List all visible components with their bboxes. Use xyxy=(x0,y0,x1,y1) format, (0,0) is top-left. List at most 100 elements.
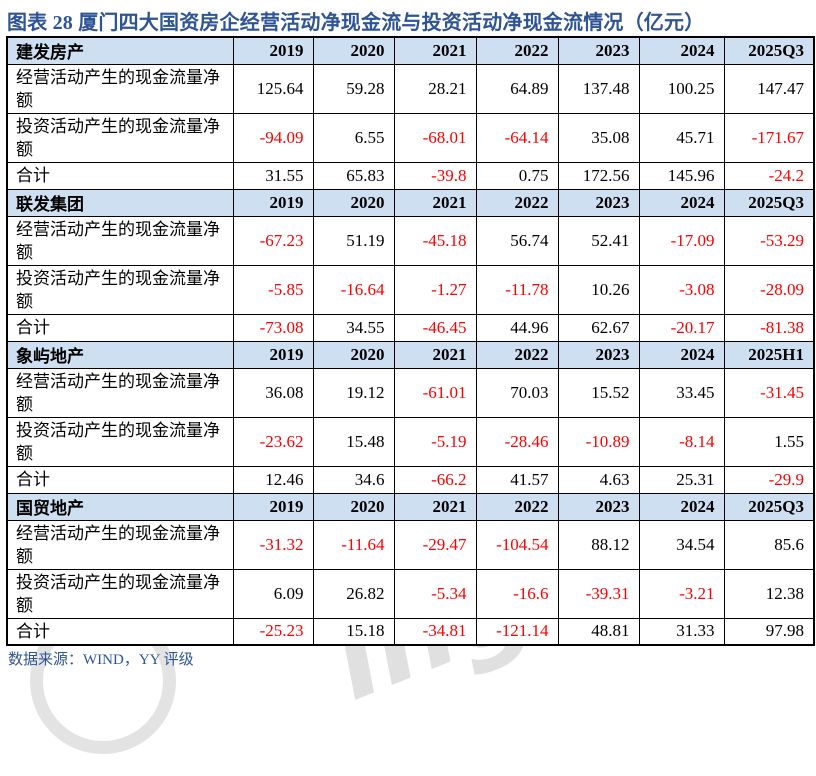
value-cell: -17.09 xyxy=(638,215,725,266)
value-cell: -171.67 xyxy=(723,112,815,163)
cashflow-data-row: 经营活动产生的现金流量净额 -67.23 51.19 -45.18 56.74 52.41… xyxy=(6,215,815,266)
value-cell: 137.48 xyxy=(557,63,640,114)
row-label-cell: 合计 xyxy=(6,161,234,190)
year-header-cell: 2023 xyxy=(557,188,640,217)
value-cell: 0.75 xyxy=(475,161,559,190)
value-cell: -28.46 xyxy=(475,416,559,467)
value-cell: -46.45 xyxy=(393,313,477,342)
value-cell: -29.9 xyxy=(723,465,815,494)
value-cell: 52.41 xyxy=(557,215,640,266)
value-cell: -31.32 xyxy=(232,519,314,570)
cashflow-data-row: 投资活动产生的现金流量净额 -23.62 15.48 -5.19 -28.46 -10.8… xyxy=(6,416,815,467)
row-label-cell: 投资活动产生的现金流量净额 xyxy=(6,416,234,467)
section-header-row: 联发集团 2019 2020 2021 2022 2023 2024 2025Q3 xyxy=(6,188,815,217)
year-header-cell: 2021 xyxy=(393,36,477,65)
row-label-cell: 合计 xyxy=(6,313,234,342)
value-cell: -11.78 xyxy=(475,264,559,315)
value-cell: 62.67 xyxy=(557,313,640,342)
year-header-cell: 2023 xyxy=(557,340,640,369)
year-header-cell: 2025H1 xyxy=(723,340,815,369)
year-header-cell: 2024 xyxy=(638,188,725,217)
cashflow-data-row: 投资活动产生的现金流量净额 -94.09 6.55 -68.01 -64.14 35.08… xyxy=(6,112,815,163)
year-header-cell: 2025Q3 xyxy=(723,36,815,65)
year-header-cell: 2023 xyxy=(557,36,640,65)
value-cell: 44.96 xyxy=(475,313,559,342)
value-cell: -39.31 xyxy=(557,568,640,619)
year-header-cell: 2024 xyxy=(638,340,725,369)
value-cell: -16.6 xyxy=(475,568,559,619)
year-header-cell: 2020 xyxy=(312,492,395,521)
value-cell: 64.89 xyxy=(475,63,559,114)
year-header-cell: 2020 xyxy=(312,36,395,65)
value-cell: 12.38 xyxy=(723,568,815,619)
company-name-cell: 象屿地产 xyxy=(6,340,234,369)
value-cell: -68.01 xyxy=(393,112,477,163)
value-cell: -34.81 xyxy=(393,617,477,646)
value-cell: -66.2 xyxy=(393,465,477,494)
figure-title: 图表 28 厦门四大国资房企经营活动净现金流与投资活动净现金流情况（亿元） xyxy=(7,12,705,34)
value-cell: 145.96 xyxy=(638,161,725,190)
cashflow-data-row: 投资活动产生的现金流量净额 -5.85 -16.64 -1.27 -11.78 10.26… xyxy=(6,264,815,315)
year-header-cell: 2022 xyxy=(475,36,559,65)
year-header-cell: 2022 xyxy=(475,340,559,369)
year-header-cell: 2020 xyxy=(312,340,395,369)
row-label-cell: 投资活动产生的现金流量净额 xyxy=(6,264,234,315)
value-cell: -61.01 xyxy=(393,367,477,418)
value-cell: 19.12 xyxy=(312,367,395,418)
year-header-cell: 2021 xyxy=(393,492,477,521)
value-cell: -104.54 xyxy=(475,519,559,570)
value-cell: 70.03 xyxy=(475,367,559,418)
cashflow-table: 建发房产 2019 2020 2021 2022 2023 2024 2025Q3 经营活动产生… xyxy=(6,36,815,646)
year-header-cell: 2019 xyxy=(232,340,314,369)
value-cell: 41.57 xyxy=(475,465,559,494)
value-cell: 4.63 xyxy=(557,465,640,494)
cashflow-data-row: 经营活动产生的现金流量净额 36.08 19.12 -61.01 70.03 15.52 3… xyxy=(6,367,815,418)
value-cell: -73.08 xyxy=(232,313,314,342)
value-cell: 34.6 xyxy=(312,465,395,494)
value-cell: 59.28 xyxy=(312,63,395,114)
value-cell: 65.83 xyxy=(312,161,395,190)
row-label-cell: 经营活动产生的现金流量净额 xyxy=(6,519,234,570)
value-cell: 125.64 xyxy=(232,63,314,114)
value-cell: -28.09 xyxy=(723,264,815,315)
value-cell: 85.6 xyxy=(723,519,815,570)
year-header-cell: 2024 xyxy=(638,492,725,521)
value-cell: 26.82 xyxy=(312,568,395,619)
value-cell: -8.14 xyxy=(638,416,725,467)
total-row: 合计 31.55 65.83 -39.8 0.75 172.56 145.96 -24.2 xyxy=(6,161,815,190)
cashflow-data-row: 投资活动产生的现金流量净额 6.09 26.82 -5.34 -16.6 -39.31 -3… xyxy=(6,568,815,619)
value-cell: 15.18 xyxy=(312,617,395,646)
value-cell: -24.2 xyxy=(723,161,815,190)
data-source: 数据来源：WIND，YY 评级 xyxy=(8,652,194,668)
year-header-cell: 2019 xyxy=(232,188,314,217)
value-cell: 34.55 xyxy=(312,313,395,342)
value-cell: 15.48 xyxy=(312,416,395,467)
value-cell: -67.23 xyxy=(232,215,314,266)
value-cell: -3.08 xyxy=(638,264,725,315)
year-header-cell: 2021 xyxy=(393,340,477,369)
value-cell: 172.56 xyxy=(557,161,640,190)
value-cell: -20.17 xyxy=(638,313,725,342)
value-cell: -53.29 xyxy=(723,215,815,266)
value-cell: -121.14 xyxy=(475,617,559,646)
value-cell: 31.55 xyxy=(232,161,314,190)
year-header-cell: 2022 xyxy=(475,492,559,521)
value-cell: 12.46 xyxy=(232,465,314,494)
value-cell: 36.08 xyxy=(232,367,314,418)
value-cell: -23.62 xyxy=(232,416,314,467)
report-page: 图表 28 厦门四大国资房企经营活动净现金流与投资活动净现金流情况（亿元） in… xyxy=(6,12,815,776)
cashflow-data-row: 经营活动产生的现金流量净额 125.64 59.28 28.21 64.89 137.48… xyxy=(6,63,815,114)
row-label-cell: 经营活动产生的现金流量净额 xyxy=(6,63,234,114)
section-header-row: 国贸地产 2019 2020 2021 2022 2023 2024 2025Q3 xyxy=(6,492,815,521)
value-cell: 15.52 xyxy=(557,367,640,418)
value-cell: -81.38 xyxy=(723,313,815,342)
cashflow-data-row: 经营活动产生的现金流量净额 -31.32 -11.64 -29.47 -104.54 88… xyxy=(6,519,815,570)
company-name-cell: 国贸地产 xyxy=(6,492,234,521)
value-cell: -5.85 xyxy=(232,264,314,315)
row-label-cell: 合计 xyxy=(6,617,234,646)
value-cell: -39.8 xyxy=(393,161,477,190)
value-cell: -3.21 xyxy=(638,568,725,619)
year-header-cell: 2025Q3 xyxy=(723,492,815,521)
value-cell: 45.71 xyxy=(638,112,725,163)
value-cell: 6.09 xyxy=(232,568,314,619)
